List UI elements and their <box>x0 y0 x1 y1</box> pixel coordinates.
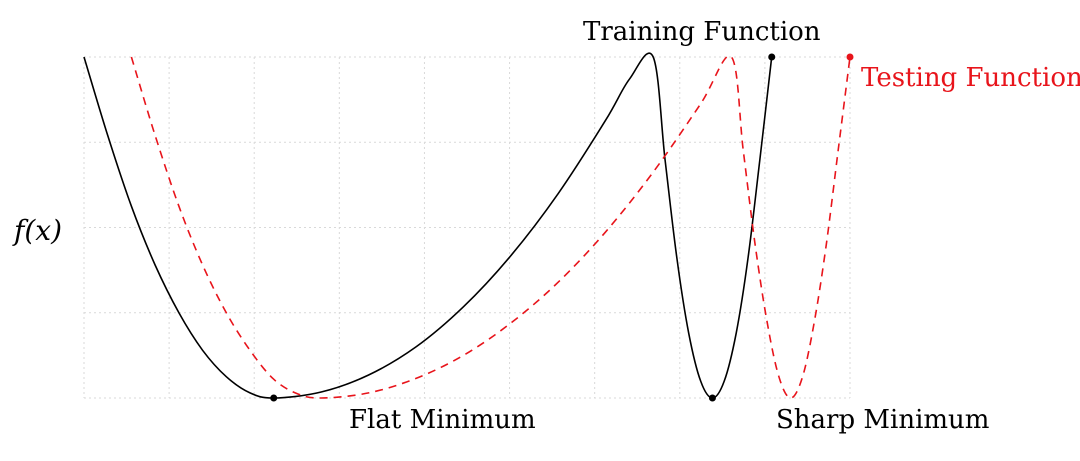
training-function-line <box>83 52 773 399</box>
testing-marker-3 <box>846 53 854 61</box>
grid <box>83 56 851 399</box>
training-marker-2 <box>768 53 776 61</box>
sharp-minimum-label: Sharp Minimum <box>776 405 989 435</box>
flat-minimum-label: Flat Minimum <box>349 405 536 435</box>
testing-function-label: Testing Function <box>861 63 1080 93</box>
markers <box>270 53 854 402</box>
training-marker-1 <box>708 394 716 402</box>
training-marker-0 <box>270 394 278 402</box>
testing-function-line <box>130 55 851 399</box>
training-function-label: Training Function <box>583 17 821 47</box>
y-axis-label: f(x) <box>12 214 62 247</box>
